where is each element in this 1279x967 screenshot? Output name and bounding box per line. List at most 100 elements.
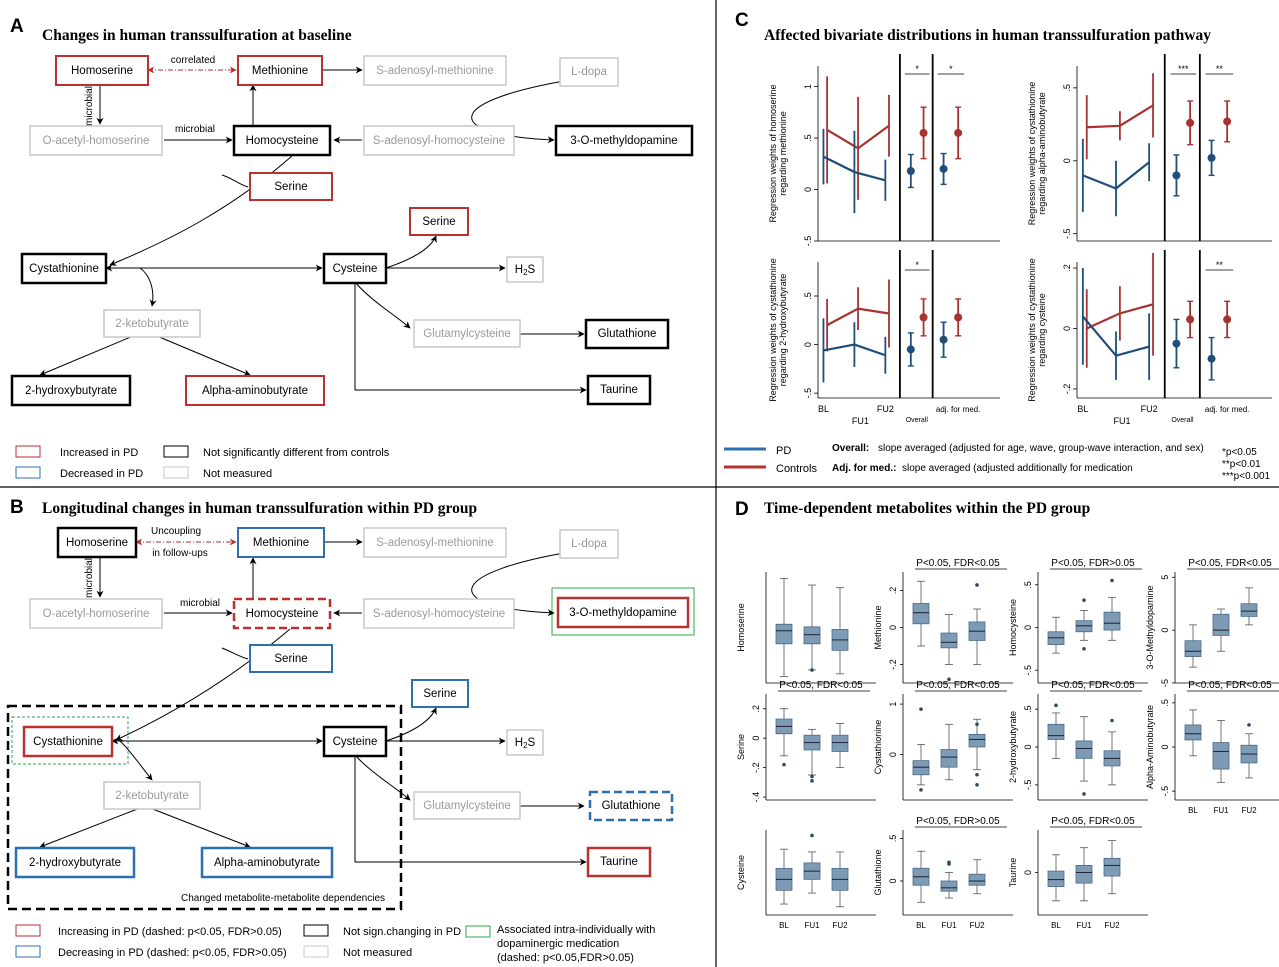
chart-c2: -.5 0 .5 Regression weights of cystathionin… <box>1027 54 1272 242</box>
box <box>912 760 930 776</box>
adj-controls-point <box>954 313 963 322</box>
node-a-glutathione: Glutathione <box>598 328 657 340</box>
x-tick-label: BL <box>1188 806 1198 815</box>
edge-label-microbial-vertical: microbial <box>84 86 95 126</box>
y-axis-label: Taurine <box>1008 858 1018 888</box>
y-tick-label: .5 <box>803 292 813 300</box>
box <box>1184 640 1202 657</box>
significance-label: P<0.05, FDR<0.05 <box>1188 558 1272 569</box>
legend-a-not-measured: Not measured <box>203 468 272 480</box>
boxplot-taurine: Taurine 0 P<0.05, FDR<0.05 BL FU1 FU2 <box>1008 816 1148 930</box>
x-tick-label: BL <box>818 404 829 414</box>
box <box>968 733 986 748</box>
outlier <box>1247 723 1251 727</box>
legend-a-decreased: Decreased in PD <box>60 468 143 480</box>
node-a-sam: S-adenosyl-methionine <box>376 65 494 77</box>
y-tick-label: .5 <box>1160 699 1170 707</box>
node-a-oacetyl: O-acetyl-homoserine <box>43 135 150 147</box>
overall-pd-point <box>1172 339 1181 348</box>
y-axis-label: Regression weights of homoserine <box>768 84 778 222</box>
node-a-ldopa: L-dopa <box>571 66 607 78</box>
box <box>831 734 849 752</box>
legend-c-adj-label: Adj. for med.: <box>832 463 896 474</box>
overall-pd-point <box>906 345 915 354</box>
changed-dependencies-label: Changed metabolite-metabolite dependenci… <box>181 893 385 904</box>
node-a-ketobutyrate: 2-ketobutyrate <box>115 318 189 330</box>
x-tick-label: BL <box>1077 404 1088 414</box>
x-tick-label: FU2 <box>1104 921 1120 930</box>
legend-c-adj-text: slope averaged (adjusted additionally fo… <box>902 463 1133 474</box>
adj-controls-point <box>1223 117 1232 126</box>
box <box>803 626 821 645</box>
edge-label-microbial-b: microbial <box>180 598 220 609</box>
boxplot-alpha-aminobutyrate: Alpha-Aminobutyrate .5 0 -.5 P<0.05, FDR<0.0… <box>1145 680 1279 815</box>
box <box>940 749 958 768</box>
outlier <box>919 788 923 792</box>
y-tick-label: 0 <box>1160 744 1170 749</box>
significance-label: P<0.05, FDR<0.05 <box>916 680 1000 691</box>
x-tick-label: BL <box>779 921 789 930</box>
y-tick-label: 0 <box>1023 744 1033 749</box>
node-b-methionine: Methionine <box>253 537 309 549</box>
node-a-sah: S-adenosyl-homocysteine <box>373 135 505 147</box>
y-tick-label: 0 <box>1023 870 1033 875</box>
box <box>1075 865 1093 884</box>
y-axis-label: Alpha-Aminobutyrate <box>1145 705 1155 789</box>
y-tick-label: -.5 <box>803 388 813 399</box>
node-b-hydroxybutyrate: 2-hydroxybutyrate <box>29 857 121 869</box>
y-axis-label: Homocysteine <box>1008 599 1018 656</box>
legend-b-not-sign: Not sign.changing in PD <box>343 926 461 938</box>
y-tick-label: .2 <box>888 587 898 595</box>
node-b-homocysteine: Homocysteine <box>246 608 319 620</box>
y-tick-label: .5 <box>1023 581 1033 589</box>
y-axis-label: regarding 2-hydroxybutyrate <box>778 274 788 387</box>
x-tick-label: BL <box>1051 921 1061 930</box>
node-b-sah: S-adenosyl-homocysteine <box>373 608 505 620</box>
box <box>1103 857 1121 877</box>
outlier <box>810 774 814 779</box>
x-tick-label: FU2 <box>1241 806 1257 815</box>
boxplot-homoserine: Homoserine <box>736 572 876 684</box>
node-b-glutamylcysteine: Glutamylcysteine <box>423 800 511 812</box>
node-b-aminobutyrate: Alpha-aminobutyrate <box>214 857 320 869</box>
y-tick-label: -.4 <box>751 792 761 803</box>
sig-adj-label: ** <box>1216 64 1224 74</box>
y-tick-label: .5 <box>1062 84 1072 92</box>
box <box>1212 742 1230 770</box>
node-b-taurine: Taurine <box>600 856 638 868</box>
outlier <box>1082 598 1086 602</box>
x-tick-label: FU1 <box>941 921 957 930</box>
edge-label-correlated: correlated <box>171 55 215 66</box>
y-axis-label: 2-hydroxybutyrate <box>1008 711 1018 783</box>
outlier <box>810 779 814 783</box>
adj-label: adj. for med. <box>1205 405 1249 414</box>
outlier <box>782 762 786 767</box>
edge-label-uncoupling-2: in follow-ups <box>152 548 208 559</box>
overall-controls-point <box>919 128 928 137</box>
outlier <box>1110 578 1114 583</box>
boxplot-cysteine: Cysteine BL FU1 FU2 <box>736 830 876 930</box>
node-a-methionine: Methionine <box>252 65 308 77</box>
node-a-homocysteine: Homocysteine <box>246 135 319 147</box>
y-tick-label: 0 <box>1062 158 1072 163</box>
adj-pd-point <box>1207 354 1216 363</box>
y-tick-label: 0 <box>1023 625 1033 630</box>
box <box>1103 611 1121 631</box>
panel-d-letter: D <box>735 499 749 520</box>
boxplot-2-hydroxybutyrate: 2-hydroxybutyrate .5 0 -.5 P<0.05, FDR<0.05 <box>1008 680 1148 801</box>
outlier <box>975 783 979 787</box>
outlier <box>975 772 979 777</box>
outlier <box>1082 792 1086 796</box>
x-tick-label: FU1 <box>1076 921 1092 930</box>
node-b-cystathionine: Cystathionine <box>33 736 103 748</box>
overall-controls-point <box>919 313 928 322</box>
y-axis-label: Cystathionine <box>873 720 883 775</box>
boxplot-glutathione: Glutathione .5 0 P<0.05, FDR>0.05 BL FU1 FU2 <box>873 816 1013 930</box>
y-tick-label: .5 <box>803 134 813 142</box>
y-tick-label: .5 <box>888 835 898 843</box>
outlier <box>1082 647 1086 651</box>
legend-c-p2: **p<0.01 <box>1222 459 1261 470</box>
node-b-glutathione: Glutathione <box>602 800 661 812</box>
node-a-serine-1: Serine <box>274 181 307 193</box>
